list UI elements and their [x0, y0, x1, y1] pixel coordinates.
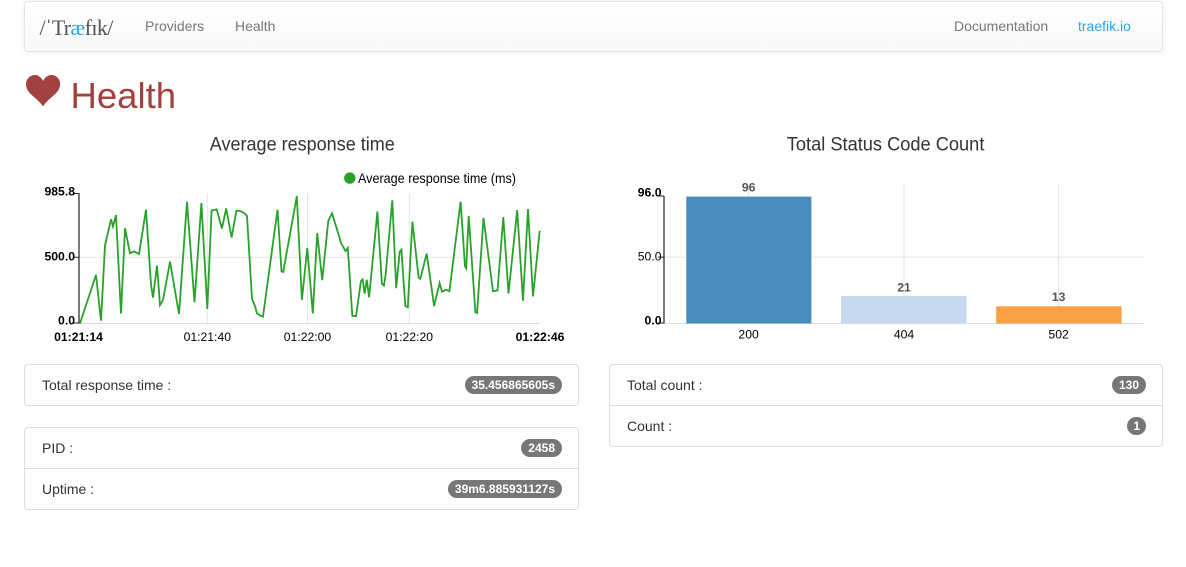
svg-text:500.0: 500.0 [45, 250, 76, 264]
svg-text:Average response time: Average response time [210, 134, 395, 156]
svg-text:502: 502 [1048, 327, 1069, 341]
svg-text:Average response time (ms): Average response time (ms) [358, 171, 516, 186]
svg-text:01:21:40: 01:21:40 [184, 330, 232, 344]
svg-text:Total Status Code Count: Total Status Code Count [787, 134, 985, 156]
svg-text:13: 13 [1052, 290, 1066, 304]
svg-text:96: 96 [742, 181, 756, 195]
svg-text:200: 200 [738, 327, 759, 341]
svg-text:50.0: 50.0 [638, 250, 662, 264]
svg-text:985.8: 985.8 [45, 185, 76, 199]
svg-text:96.0: 96.0 [638, 186, 662, 200]
svg-text:404: 404 [894, 327, 915, 341]
svg-text:0.0: 0.0 [645, 313, 662, 327]
svg-text:01:22:46: 01:22:46 [516, 330, 565, 344]
svg-text:01:21:14: 01:21:14 [54, 330, 103, 344]
svg-text:01:22:20: 01:22:20 [386, 330, 434, 344]
svg-text:01:22:00: 01:22:00 [284, 330, 332, 344]
svg-text:21: 21 [897, 280, 911, 294]
svg-text:0.0: 0.0 [58, 313, 75, 327]
